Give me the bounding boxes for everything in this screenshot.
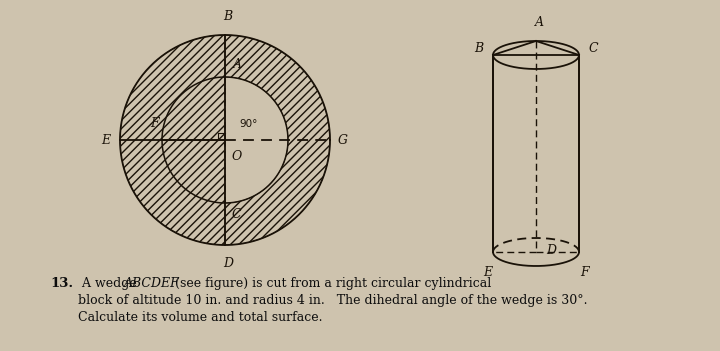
Text: F: F	[580, 266, 588, 279]
Text: A wedge: A wedge	[78, 277, 140, 290]
Text: C: C	[232, 208, 242, 221]
Text: ABCDEF: ABCDEF	[124, 277, 180, 290]
Text: (see figure) is cut from a right circular cylindrical: (see figure) is cut from a right circula…	[171, 277, 491, 290]
Text: E: E	[483, 266, 492, 279]
Text: O: O	[232, 150, 242, 163]
Text: Calculate its volume and total surface.: Calculate its volume and total surface.	[78, 311, 323, 324]
Text: 13.: 13.	[50, 277, 73, 290]
Text: A: A	[534, 16, 544, 29]
Text: E: E	[101, 133, 110, 146]
Text: B: B	[223, 10, 233, 23]
Text: block of altitude 10 in. and radius 4 in.   The dihedral angle of the wedge is 3: block of altitude 10 in. and radius 4 in…	[78, 294, 588, 307]
Text: C: C	[589, 42, 598, 55]
Text: D: D	[546, 244, 556, 257]
Text: G: G	[338, 133, 348, 146]
Text: D: D	[223, 257, 233, 270]
Text: B: B	[474, 42, 483, 55]
Text: A: A	[233, 58, 242, 71]
Text: 90°: 90°	[239, 119, 257, 129]
Text: F: F	[150, 117, 159, 130]
